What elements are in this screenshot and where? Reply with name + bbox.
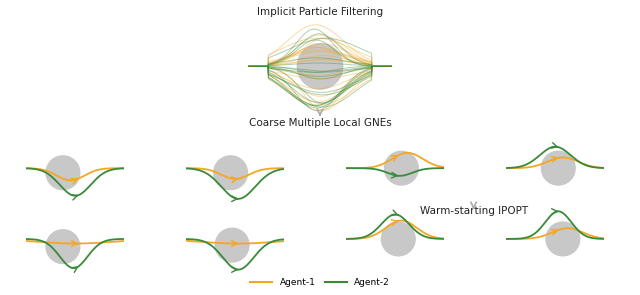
- Circle shape: [385, 151, 418, 185]
- Circle shape: [215, 228, 249, 262]
- Text: Coarse Multiple Local GNEs: Coarse Multiple Local GNEs: [248, 118, 392, 128]
- Legend: Agent-1, Agent-2: Agent-1, Agent-2: [246, 274, 394, 291]
- Circle shape: [214, 156, 248, 190]
- Circle shape: [546, 222, 580, 256]
- Circle shape: [46, 230, 80, 263]
- Circle shape: [298, 44, 342, 89]
- Text: Implicit Particle Filtering: Implicit Particle Filtering: [257, 7, 383, 17]
- Circle shape: [46, 156, 80, 190]
- Circle shape: [381, 222, 415, 256]
- Circle shape: [541, 151, 575, 185]
- Text: Warm-starting IPOPT: Warm-starting IPOPT: [420, 206, 527, 217]
